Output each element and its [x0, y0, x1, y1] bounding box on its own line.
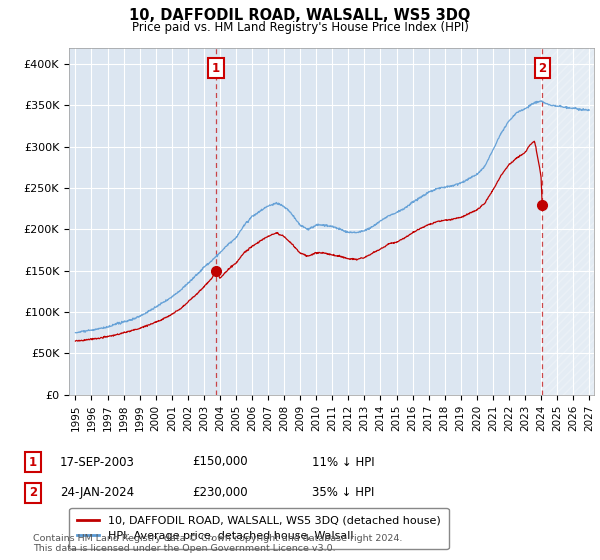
Text: £230,000: £230,000 — [192, 486, 248, 500]
Text: £150,000: £150,000 — [192, 455, 248, 469]
Text: 11% ↓ HPI: 11% ↓ HPI — [312, 455, 374, 469]
Text: 1: 1 — [212, 62, 220, 75]
Legend: 10, DAFFODIL ROAD, WALSALL, WS5 3DQ (detached house), HPI: Average price, detach: 10, DAFFODIL ROAD, WALSALL, WS5 3DQ (det… — [70, 508, 449, 549]
Text: 2: 2 — [29, 486, 37, 500]
Text: 24-JAN-2024: 24-JAN-2024 — [60, 486, 134, 500]
Text: 35% ↓ HPI: 35% ↓ HPI — [312, 486, 374, 500]
Text: 1: 1 — [29, 455, 37, 469]
Text: 17-SEP-2003: 17-SEP-2003 — [60, 455, 135, 469]
Text: Contains HM Land Registry data © Crown copyright and database right 2024.
This d: Contains HM Land Registry data © Crown c… — [33, 534, 403, 553]
Text: Price paid vs. HM Land Registry's House Price Index (HPI): Price paid vs. HM Land Registry's House … — [131, 21, 469, 34]
Text: 2: 2 — [538, 62, 546, 75]
Bar — [542, 48, 594, 395]
Text: 10, DAFFODIL ROAD, WALSALL, WS5 3DQ: 10, DAFFODIL ROAD, WALSALL, WS5 3DQ — [130, 8, 470, 24]
